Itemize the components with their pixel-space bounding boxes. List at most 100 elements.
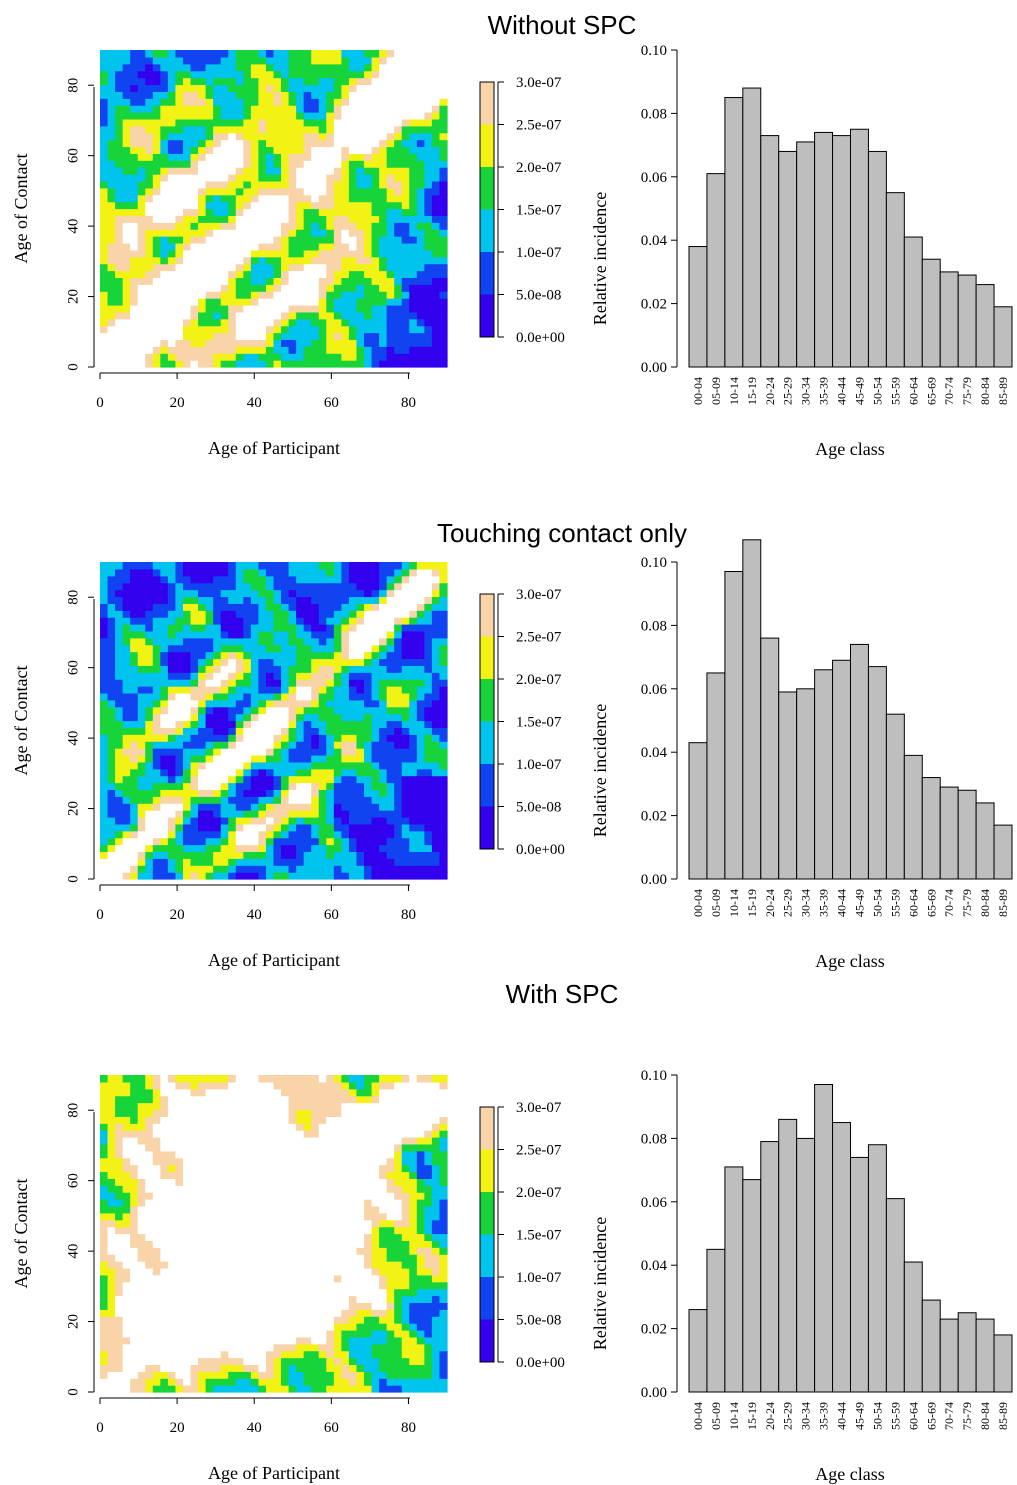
heatmap-cell [401, 679, 410, 687]
heatmap-cell [115, 734, 124, 742]
heatmap-cell [175, 187, 184, 196]
heatmap-cell [371, 284, 380, 292]
heatmap-cell [250, 256, 260, 265]
heatmap-cell [303, 160, 312, 168]
heatmap-cell [243, 339, 252, 347]
heatmap-cell [394, 617, 403, 625]
heatmap-cell [439, 187, 448, 196]
heatmap-cell [371, 789, 380, 797]
heatmap-cell [379, 568, 388, 577]
heatmap-cell [303, 339, 312, 347]
heatmap-cell [137, 630, 146, 639]
heatmap-cell [281, 153, 290, 161]
heatmap-cell [281, 332, 290, 341]
heatmap-cell [220, 803, 229, 811]
heatmap-cell [318, 277, 327, 285]
heatmap-cell [228, 679, 237, 687]
heatmap-cell [145, 1302, 154, 1310]
heatmap-cell [348, 263, 358, 272]
heatmap-cell [122, 146, 131, 154]
heatmap-cell [243, 617, 252, 625]
heatmap-cell [243, 256, 252, 265]
heatmap-cell [100, 167, 109, 175]
heatmap-cell [205, 180, 214, 189]
heatmap-cell [235, 263, 244, 272]
heatmap-cell [409, 160, 418, 168]
heatmap-cell [243, 146, 252, 154]
heatmap-cell [348, 50, 358, 58]
heatmap-cell [160, 1261, 169, 1269]
heatmap-cell [311, 603, 320, 611]
heatmap-cell [379, 167, 388, 175]
heatmap-cell [243, 277, 252, 285]
heatmap-cell [228, 665, 237, 673]
heatmap-cell [198, 665, 207, 673]
histogram-bar [850, 128, 869, 368]
heatmap-cell [401, 748, 410, 756]
heatmap-cell [160, 1157, 169, 1166]
heatmap-cell [416, 84, 425, 92]
heatmap-cell [198, 741, 207, 749]
heatmap-cell [130, 125, 139, 134]
heatmap-cell [182, 823, 192, 832]
heatmap-cell [130, 1261, 139, 1269]
heatmap-cell [198, 187, 207, 196]
heatmap-cell [137, 1309, 146, 1317]
heatmap-cell [281, 56, 290, 65]
heatmap-cell [394, 263, 403, 272]
heatmap-cell [167, 596, 177, 604]
heatmap-cell [265, 229, 275, 237]
heatmap-cell [364, 679, 373, 687]
heatmap-cell [213, 84, 222, 92]
heatmap-cell [122, 339, 131, 347]
heatmap-cell [356, 353, 365, 361]
heatmap-cell [386, 610, 395, 618]
heatmap-cell [152, 713, 161, 722]
heatmap-cell [416, 768, 425, 777]
heatmap-cell [137, 768, 146, 777]
heatmap-cell [190, 304, 199, 313]
heatmap-cell [250, 112, 260, 120]
heatmap-cell [250, 105, 260, 113]
heatmap-cell [379, 637, 388, 646]
heatmap-cell [220, 325, 229, 334]
heatmap-cell [341, 118, 350, 127]
histogram-bar [903, 754, 923, 880]
heatmap-cell [303, 346, 312, 354]
heatmap-cell [341, 125, 350, 134]
heatmap-cell [326, 796, 335, 804]
heatmap-cell [190, 215, 199, 223]
heatmap-cell [160, 1364, 169, 1372]
heatmap-cell [130, 582, 139, 591]
heatmap-cell [107, 637, 116, 646]
heatmap-cell [107, 686, 116, 694]
heatmap-cell [160, 1329, 169, 1338]
heatmap-cell [265, 568, 275, 577]
heatmap-cell [100, 174, 109, 182]
heatmap-cell [145, 1143, 154, 1152]
heatmap-cell [175, 1137, 184, 1145]
heatmap-cell [303, 63, 312, 72]
heatmap-cell [213, 713, 222, 722]
heatmap-cell [265, 153, 275, 161]
heatmap-cell [288, 575, 297, 584]
heatmap-cell [175, 1329, 184, 1338]
heatmap-cell [167, 77, 177, 86]
heatmap-cell [145, 1288, 154, 1297]
heatmap-cell [439, 84, 448, 92]
heatmap-cell [160, 1116, 169, 1124]
heatmap-cell [107, 1309, 116, 1317]
heatmap-cell [213, 304, 222, 313]
heatmap-cell [122, 105, 131, 113]
heatmap-cell [409, 222, 418, 230]
heatmap-cell [220, 215, 229, 223]
heatmap-cell [281, 146, 290, 154]
heatmap-cell [145, 1081, 154, 1090]
heatmap-cell [198, 63, 207, 72]
heatmap-cell [364, 610, 373, 618]
heatmap-cell [326, 284, 335, 292]
y-tick-label: 40 [65, 731, 81, 746]
heatmap-cell [205, 249, 214, 258]
heatmap-cell [394, 692, 403, 701]
heatmap-cell [167, 658, 177, 666]
